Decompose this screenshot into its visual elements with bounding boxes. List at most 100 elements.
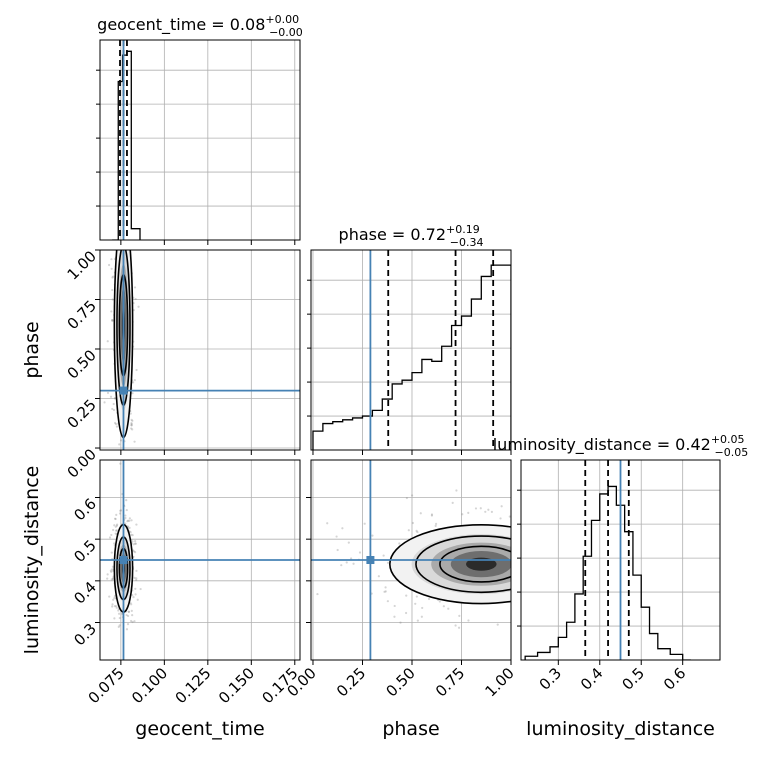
sample-point <box>110 258 113 261</box>
sample-point <box>543 568 545 570</box>
sample-point <box>555 576 557 578</box>
sample-point <box>135 578 138 582</box>
xtick-label: 0.075 <box>85 664 128 707</box>
sample-point <box>457 626 461 629</box>
sample-point <box>127 480 129 482</box>
sample-point <box>132 550 136 553</box>
injection-marker <box>119 386 128 395</box>
title-text: luminosity_distance = 0.42 <box>493 435 711 455</box>
ytick-label: 0.00 <box>64 445 100 481</box>
sample-point <box>543 586 545 588</box>
sample-point <box>363 522 366 525</box>
sample-point <box>524 563 526 565</box>
sample-point <box>131 419 134 422</box>
sample-point <box>340 564 343 567</box>
sample-point <box>530 568 532 570</box>
sample-point <box>581 597 583 599</box>
sample-point <box>582 520 584 522</box>
sample-point <box>131 534 134 537</box>
sample-point <box>531 551 533 553</box>
xtick-label: 0.75 <box>432 664 468 700</box>
sample-point <box>124 516 127 520</box>
sample-point <box>536 577 538 579</box>
injection-marker <box>366 556 375 564</box>
sample-point <box>111 568 114 571</box>
sample-point <box>522 569 524 571</box>
sample-point <box>132 596 135 599</box>
sample-point <box>484 510 487 513</box>
sample-point <box>113 542 116 545</box>
sample-point <box>126 455 128 457</box>
sample-point <box>110 154 112 156</box>
sample-point <box>125 499 128 502</box>
sample-point <box>533 576 535 578</box>
sample-point <box>371 534 374 537</box>
sample-point <box>544 571 546 573</box>
sample-point <box>116 469 118 471</box>
sample-point <box>405 594 408 597</box>
sample-point <box>128 519 131 522</box>
sample-point <box>113 524 116 527</box>
sample-point <box>554 535 556 537</box>
xtick-label: 0.100 <box>128 664 171 707</box>
sample-point <box>128 471 130 473</box>
injection-marker <box>119 556 128 564</box>
sample-point <box>117 609 120 612</box>
sample-point <box>434 524 437 527</box>
sample-point <box>130 427 133 430</box>
sample-point <box>124 488 126 490</box>
xtick-label: 0.125 <box>172 664 215 707</box>
sample-point <box>589 531 591 533</box>
sample-point <box>592 564 594 566</box>
sample-point <box>111 565 115 568</box>
sample-point <box>112 598 115 601</box>
ytick-label: 0.5 <box>70 536 100 566</box>
sample-point <box>124 455 126 457</box>
sample-point <box>115 529 118 532</box>
sample-point <box>447 607 450 610</box>
sample-point <box>122 241 124 243</box>
sample-point <box>565 600 567 602</box>
sample-point <box>118 453 120 455</box>
panel-frame <box>99 39 301 241</box>
sample-point <box>517 550 519 552</box>
panel-frame <box>520 459 721 661</box>
sample-point <box>526 598 528 600</box>
sample-point <box>126 623 130 626</box>
sample-point <box>407 529 410 532</box>
sample-point <box>111 605 114 608</box>
sample-point <box>133 378 136 382</box>
xtick-label: 0.4 <box>577 664 607 694</box>
sample-point <box>126 484 128 486</box>
sample-point <box>128 452 130 454</box>
sample-point <box>527 631 529 633</box>
panel-title-phase: phase = 0.72+0.19 −0.34 <box>339 223 484 249</box>
sample-point <box>127 236 129 238</box>
sample-point <box>487 508 490 511</box>
sample-point <box>115 605 118 608</box>
sample-point <box>419 512 422 515</box>
sample-point <box>130 609 133 612</box>
sample-point <box>119 509 123 512</box>
title-lower: −0.34 <box>450 236 484 249</box>
sample-point <box>115 606 118 609</box>
sample-point <box>630 556 632 558</box>
sample-point <box>384 586 387 589</box>
sample-point <box>127 610 130 613</box>
sample-point <box>386 600 389 603</box>
sample-point <box>352 562 355 565</box>
sample-point <box>114 397 117 400</box>
sample-point <box>133 551 137 554</box>
sample-point <box>326 522 329 525</box>
panel-frame <box>99 249 301 451</box>
marker-layer <box>100 40 630 660</box>
title-upper: +0.00 <box>265 13 299 26</box>
xtick-label: 0.5 <box>618 664 648 694</box>
sample-point <box>549 592 551 594</box>
sample-point <box>416 530 419 534</box>
sample-point <box>523 574 525 576</box>
sample-point <box>115 513 118 516</box>
sample-point <box>515 552 517 554</box>
sample-point <box>114 525 117 528</box>
